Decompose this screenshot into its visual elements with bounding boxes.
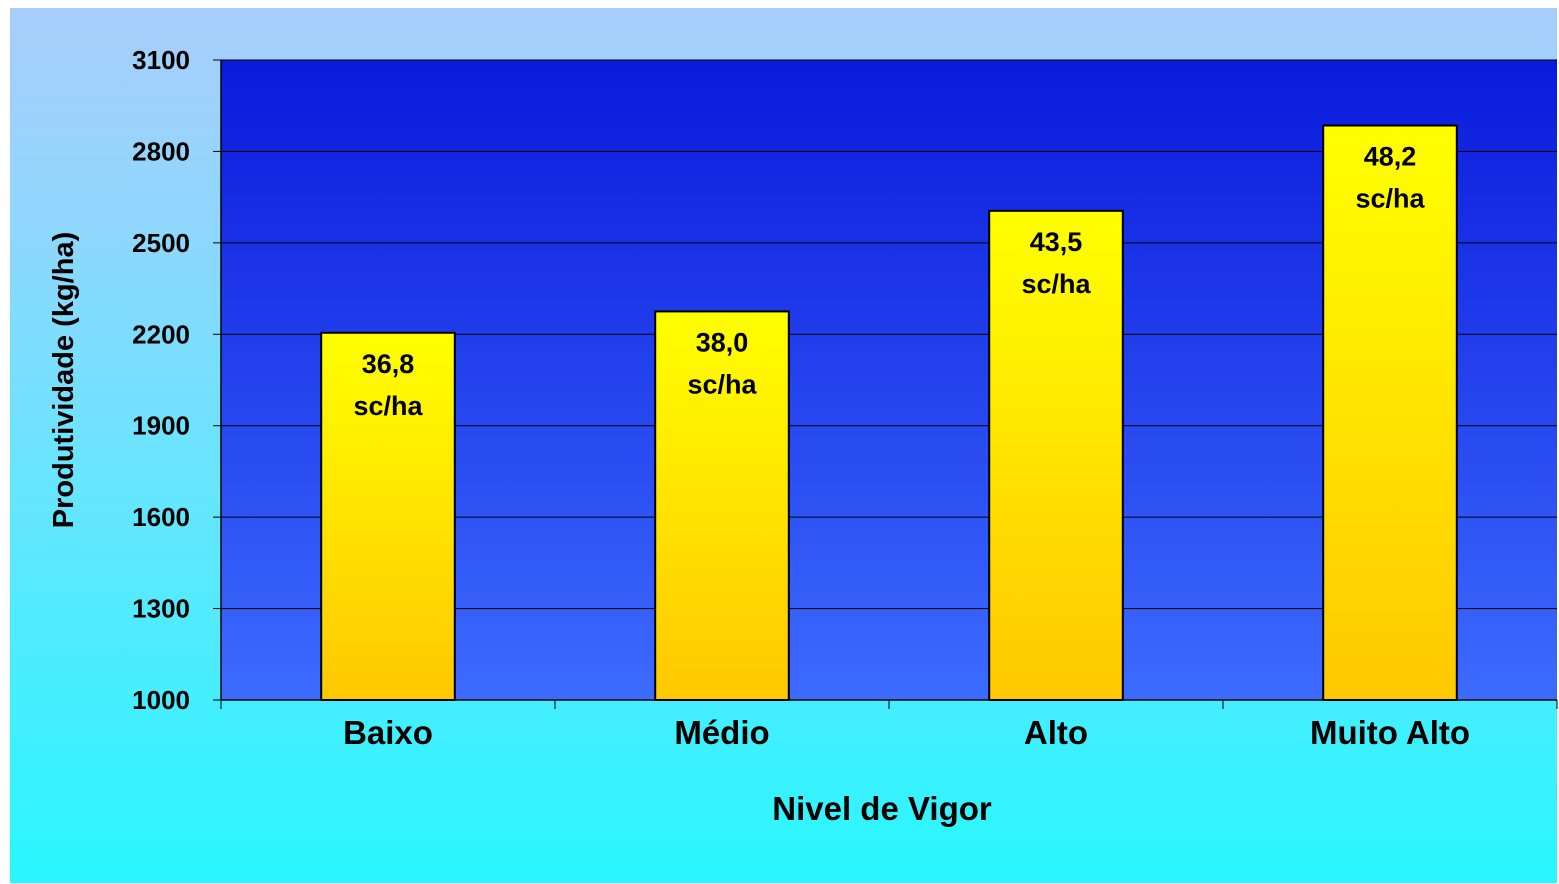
y-tick-label: 2800 bbox=[132, 136, 190, 166]
bar-data-label: 36,8 bbox=[362, 349, 415, 379]
y-tick-label: 3100 bbox=[132, 45, 190, 75]
y-tick-label: 2500 bbox=[132, 228, 190, 258]
x-tick-label: Alto bbox=[1024, 714, 1088, 751]
bar bbox=[320, 331, 456, 701]
x-tick-label: Muito Alto bbox=[1310, 714, 1470, 751]
x-tick-label: Médio bbox=[674, 714, 769, 751]
x-tick-label: Baixo bbox=[343, 714, 433, 751]
labels: 1000 1300 1600 1900 2200 2500 2800 3100 36,8 sc/h… bbox=[132, 45, 1470, 751]
bar-data-label: sc/ha bbox=[1021, 269, 1091, 299]
x-axis-title: Nivel de Vigor bbox=[772, 790, 992, 827]
y-tick-label: 1300 bbox=[132, 594, 190, 624]
y-tick-label: 1900 bbox=[132, 411, 190, 441]
bar-data-label: sc/ha bbox=[687, 369, 757, 399]
bar-data-label: sc/ha bbox=[353, 391, 423, 421]
bar bbox=[654, 310, 790, 701]
y-tick-label: 2200 bbox=[132, 319, 190, 349]
bar-data-label: 43,5 bbox=[1030, 227, 1083, 257]
bar bbox=[988, 209, 1124, 701]
bar-data-label: 48,2 bbox=[1364, 142, 1417, 172]
y-axis-title: Produtividade (kg/ha) bbox=[48, 232, 80, 528]
y-tick-label: 1000 bbox=[132, 685, 190, 715]
bar-data-label: 38,0 bbox=[696, 327, 749, 357]
y-tick-label: 1600 bbox=[132, 502, 190, 532]
axes bbox=[213, 59, 1558, 709]
bars bbox=[320, 124, 1458, 702]
bar-data-label: sc/ha bbox=[1355, 184, 1425, 214]
